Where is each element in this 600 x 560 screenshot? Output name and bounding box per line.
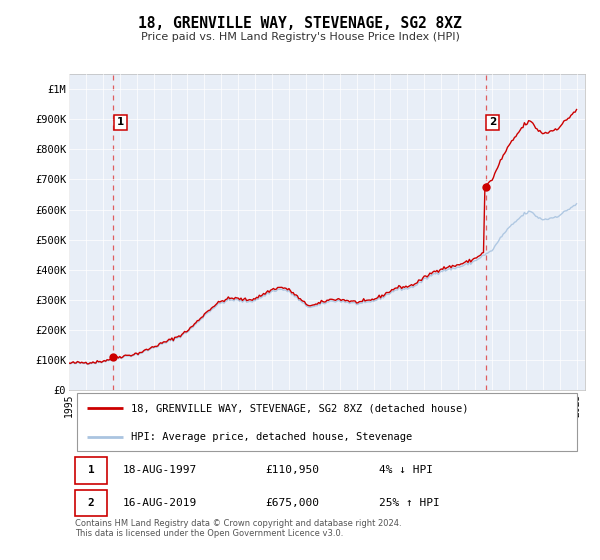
Text: 18-AUG-1997: 18-AUG-1997	[123, 465, 197, 475]
FancyBboxPatch shape	[75, 490, 107, 516]
Text: £675,000: £675,000	[265, 498, 319, 508]
Text: 1: 1	[88, 465, 95, 475]
Text: 2: 2	[489, 117, 496, 127]
FancyBboxPatch shape	[77, 393, 577, 451]
FancyBboxPatch shape	[75, 457, 107, 483]
Text: Contains HM Land Registry data © Crown copyright and database right 2024.
This d: Contains HM Land Registry data © Crown c…	[75, 519, 402, 538]
Text: 18, GRENVILLE WAY, STEVENAGE, SG2 8XZ: 18, GRENVILLE WAY, STEVENAGE, SG2 8XZ	[138, 16, 462, 31]
Text: 16-AUG-2019: 16-AUG-2019	[123, 498, 197, 508]
Text: 18, GRENVILLE WAY, STEVENAGE, SG2 8XZ (detached house): 18, GRENVILLE WAY, STEVENAGE, SG2 8XZ (d…	[131, 403, 469, 413]
Text: 4% ↓ HPI: 4% ↓ HPI	[379, 465, 433, 475]
Text: Price paid vs. HM Land Registry's House Price Index (HPI): Price paid vs. HM Land Registry's House …	[140, 32, 460, 43]
Text: 25% ↑ HPI: 25% ↑ HPI	[379, 498, 439, 508]
Text: £110,950: £110,950	[265, 465, 319, 475]
Text: HPI: Average price, detached house, Stevenage: HPI: Average price, detached house, Stev…	[131, 432, 412, 442]
Text: 2: 2	[88, 498, 95, 508]
Text: 1: 1	[117, 117, 124, 127]
